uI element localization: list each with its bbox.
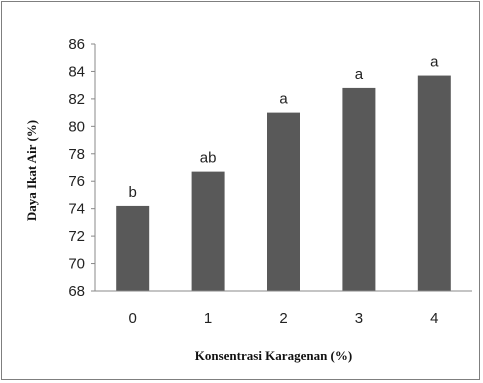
x-tick-label: 2 xyxy=(279,310,287,327)
y-tick-label: 84 xyxy=(68,63,85,80)
data-label-4: a xyxy=(430,54,439,71)
y-tick-label: 74 xyxy=(68,201,85,218)
y-tick-label: 82 xyxy=(68,91,85,108)
y-axis-ticks: 68 70 72 74 76 78 80 82 84 86 xyxy=(68,36,95,300)
bars xyxy=(116,75,451,292)
data-label-0: b xyxy=(129,184,137,201)
bar-3 xyxy=(342,87,376,292)
bar-2 xyxy=(267,112,300,291)
data-label-2: a xyxy=(279,91,288,108)
data-label-3: a xyxy=(355,66,364,83)
y-tick-label: 68 xyxy=(68,283,85,300)
x-axis-title: Konsentrasi Karagenan (%) xyxy=(195,348,352,363)
bar-0 xyxy=(116,205,150,291)
bar-1 xyxy=(191,171,225,291)
data-labels: b ab a a a xyxy=(129,54,440,201)
y-axis-title: Daya Ikat Air (%) xyxy=(24,120,39,221)
x-tick-label: 4 xyxy=(430,310,438,327)
x-tick-label: 0 xyxy=(129,310,137,327)
x-tick-label: 1 xyxy=(204,310,212,327)
data-label-1: ab xyxy=(200,150,217,167)
y-tick-label: 78 xyxy=(68,146,85,163)
y-tick-label: 86 xyxy=(68,36,85,53)
y-tick-label: 80 xyxy=(68,118,85,135)
x-tick-label: 3 xyxy=(355,310,363,327)
x-axis-ticks: 0 1 2 3 4 xyxy=(129,310,439,327)
bar-4 xyxy=(417,75,451,291)
y-tick-label: 76 xyxy=(68,173,85,190)
y-tick-label: 72 xyxy=(68,228,85,245)
y-tick-label: 70 xyxy=(68,256,85,273)
